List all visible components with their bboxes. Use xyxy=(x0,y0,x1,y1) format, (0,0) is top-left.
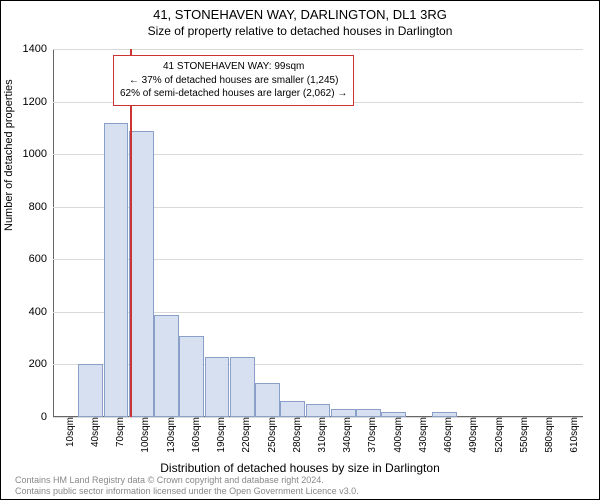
y-axis-line xyxy=(53,49,54,417)
x-axis-label: Distribution of detached houses by size … xyxy=(1,461,599,475)
x-tick-label: 520sqm xyxy=(494,417,505,453)
info-box: 41 STONEHAVEN WAY: 99sqm ← 37% of detach… xyxy=(113,55,354,106)
x-tick-label: 550sqm xyxy=(519,417,530,453)
y-tick-label: 1400 xyxy=(23,43,47,55)
histogram-bar xyxy=(280,401,305,417)
histogram-bar xyxy=(179,336,204,417)
histogram-bar xyxy=(154,315,179,418)
grid-line xyxy=(53,49,583,50)
plot-area: 41 STONEHAVEN WAY: 99sqm ← 37% of detach… xyxy=(53,49,583,417)
chart-container: 41, STONEHAVEN WAY, DARLINGTON, DL1 3RG … xyxy=(0,0,600,500)
x-tick-label: 220sqm xyxy=(241,417,252,453)
x-tick-label: 460sqm xyxy=(443,417,454,453)
x-tick-label: 100sqm xyxy=(140,417,151,453)
x-tick-label: 130sqm xyxy=(166,417,177,453)
x-tick-label: 160sqm xyxy=(191,417,202,453)
x-tick-label: 430sqm xyxy=(418,417,429,453)
y-tick-label: 800 xyxy=(29,201,47,213)
histogram-bar xyxy=(78,364,103,417)
footer: Contains HM Land Registry data © Crown c… xyxy=(15,475,359,498)
x-tick-label: 400sqm xyxy=(393,417,404,453)
x-tick-label: 40sqm xyxy=(90,417,101,447)
x-tick-label: 280sqm xyxy=(292,417,303,453)
y-tick-label: 400 xyxy=(29,306,47,318)
y-tick-label: 200 xyxy=(29,358,47,370)
footer-line-2: Contains public sector information licen… xyxy=(15,486,359,497)
x-tick-label: 490sqm xyxy=(468,417,479,453)
y-tick-label: 1000 xyxy=(23,148,47,160)
histogram-bar xyxy=(356,409,381,417)
x-tick-label: 70sqm xyxy=(115,417,126,447)
footer-line-1: Contains HM Land Registry data © Crown c… xyxy=(15,475,359,486)
x-tick-label: 340sqm xyxy=(342,417,353,453)
y-axis-label: Number of detached properties xyxy=(3,79,15,231)
x-tick-label: 250sqm xyxy=(267,417,278,453)
x-tick-label: 310sqm xyxy=(317,417,328,453)
x-tick-label: 580sqm xyxy=(544,417,555,453)
histogram-bar xyxy=(129,131,154,418)
y-tick-label: 1200 xyxy=(23,96,47,108)
info-line-2: ← 37% of detached houses are smaller (1,… xyxy=(120,74,347,88)
y-tick-label: 600 xyxy=(29,253,47,265)
histogram-bar xyxy=(255,383,280,417)
chart-subtitle: Size of property relative to detached ho… xyxy=(1,22,599,38)
chart-title: 41, STONEHAVEN WAY, DARLINGTON, DL1 3RG xyxy=(1,1,599,22)
info-line-1: 41 STONEHAVEN WAY: 99sqm xyxy=(120,60,347,74)
histogram-bar xyxy=(205,357,230,417)
info-line-3: 62% of semi-detached houses are larger (… xyxy=(120,87,347,101)
x-tick-label: 610sqm xyxy=(569,417,580,453)
histogram-bar xyxy=(306,404,331,417)
x-tick-label: 190sqm xyxy=(216,417,227,453)
histogram-bar xyxy=(230,357,255,417)
histogram-bar xyxy=(331,409,356,417)
x-tick-label: 370sqm xyxy=(367,417,378,453)
histogram-bar xyxy=(104,123,129,417)
y-tick-label: 0 xyxy=(41,411,47,423)
x-tick-label: 10sqm xyxy=(65,417,76,447)
